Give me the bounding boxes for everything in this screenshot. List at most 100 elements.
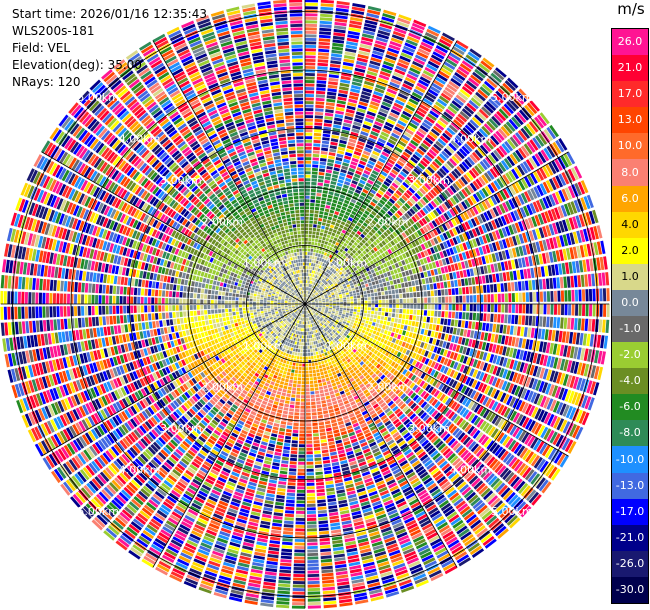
- velocity-gate: [357, 141, 365, 147]
- velocity-gate: [366, 286, 370, 291]
- velocity-gate: [309, 213, 314, 217]
- velocity-gate: [410, 26, 424, 34]
- velocity-gate: [325, 377, 330, 382]
- velocity-gate: [414, 192, 421, 200]
- velocity-gate: [389, 172, 397, 179]
- velocity-gate: [371, 304, 375, 307]
- velocity-gate: [378, 248, 384, 254]
- velocity-gate: [398, 254, 404, 261]
- velocity-gate: [348, 138, 357, 144]
- velocity-gate: [305, 37, 317, 41]
- velocity-gate: [322, 453, 330, 457]
- velocity-gate: [413, 327, 418, 333]
- velocity-gate: [387, 317, 391, 322]
- velocity-gate: [351, 319, 355, 323]
- velocity-gate: [429, 230, 436, 238]
- velocity-gate: [578, 304, 582, 316]
- velocity-gate: [368, 231, 374, 237]
- velocity-gate: [450, 218, 457, 227]
- velocity-gate: [475, 191, 483, 201]
- velocity-gate: [335, 439, 343, 444]
- velocity-gate: [344, 257, 349, 262]
- velocity-gate: [473, 295, 477, 303]
- velocity-gate: [440, 318, 444, 325]
- velocity-gate: [334, 407, 340, 412]
- velocity-gate: [427, 240, 433, 248]
- velocity-gate: [377, 288, 381, 292]
- velocity-gate: [366, 207, 372, 213]
- velocity-gate: [436, 170, 445, 179]
- velocity-gate: [380, 218, 386, 224]
- velocity-gate: [353, 241, 358, 247]
- velocity-gate: [440, 67, 452, 76]
- velocity-gate: [333, 429, 340, 434]
- velocity-gate: [422, 284, 427, 291]
- velocity-gate: [371, 311, 375, 315]
- velocity-gate: [381, 151, 390, 158]
- velocity-gate: [376, 114, 386, 121]
- velocity-gate: [334, 272, 339, 276]
- velocity-gate: [379, 70, 391, 78]
- velocity-gate: [305, 252, 308, 255]
- velocity-gate: [398, 58, 410, 66]
- velocity-gate: [332, 217, 337, 222]
- velocity-gate: [410, 326, 415, 332]
- velocity-gate: [362, 188, 369, 194]
- velocity-gate: [331, 264, 336, 269]
- velocity-gate: [447, 281, 451, 288]
- velocity-gate: [539, 112, 550, 125]
- velocity-gate: [497, 334, 502, 344]
- velocity-gate: [516, 91, 527, 103]
- velocity-gate: [453, 168, 462, 177]
- velocity-gate: [389, 40, 402, 48]
- velocity-gate: [317, 62, 328, 67]
- velocity-gate: [393, 269, 398, 274]
- velocity-gate: [393, 71, 404, 79]
- velocity-gate: [478, 176, 486, 186]
- velocity-gate: [317, 296, 321, 299]
- velocity-gate: [305, 104, 314, 108]
- velocity-gate: [320, 204, 326, 208]
- velocity-gate: [390, 322, 394, 327]
- velocity-gate: [446, 83, 458, 93]
- velocity-gate: [389, 208, 396, 214]
- velocity-gate: [324, 263, 328, 268]
- velocity-gate: [432, 324, 437, 331]
- velocity-gate: [322, 236, 326, 241]
- velocity-gate: [325, 102, 335, 107]
- velocity-gate: [475, 91, 486, 102]
- velocity-gate: [309, 342, 312, 346]
- velocity-gate: [456, 328, 461, 336]
- velocity-gate: [359, 278, 364, 283]
- velocity-gate: [328, 372, 333, 377]
- velocity-gate: [336, 305, 340, 308]
- velocity-gate: [340, 169, 347, 174]
- velocity-gate: [396, 219, 402, 226]
- velocity-gate: [327, 216, 333, 221]
- velocity-gate: [490, 284, 494, 293]
- velocity-gate: [336, 103, 346, 108]
- velocity-gate: [500, 283, 505, 292]
- velocity-gate: [414, 213, 421, 221]
- velocity-gate: [463, 211, 470, 220]
- velocity-gate: [361, 319, 366, 323]
- velocity-gate: [427, 213, 434, 221]
- velocity-gate: [305, 87, 315, 91]
- velocity-gate: [326, 253, 330, 257]
- velocity-gate: [348, 315, 352, 319]
- velocity-gate: [349, 257, 354, 262]
- velocity-gate: [419, 198, 427, 206]
- velocity-gate: [333, 288, 337, 291]
- velocity-gate: [537, 328, 542, 339]
- velocity-gate: [319, 281, 323, 285]
- velocity-gate: [314, 387, 319, 391]
- velocity-gate: [351, 6, 365, 12]
- velocity-gate: [444, 129, 454, 139]
- velocity-gate: [422, 139, 432, 148]
- velocity-gate: [374, 335, 379, 340]
- velocity-gate: [503, 103, 514, 115]
- velocity-gate: [490, 304, 494, 313]
- velocity-gate: [347, 259, 352, 264]
- velocity-gate: [369, 60, 381, 67]
- velocity-gate: [383, 272, 388, 278]
